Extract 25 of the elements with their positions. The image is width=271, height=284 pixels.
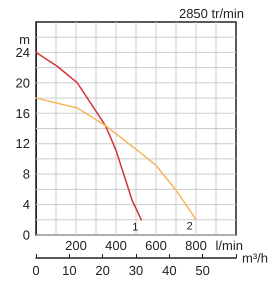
y-axis-title: m <box>19 32 30 47</box>
x-tick-label: 20 <box>95 263 110 278</box>
chart-title: 2850 tr/min <box>178 6 244 21</box>
y-tick-label: 20 <box>16 75 30 90</box>
x-tick-label: 40 <box>162 263 177 278</box>
x-tick-label: 30 <box>128 263 144 278</box>
x2-tick-label: 400 <box>105 238 127 253</box>
series-label: 1 <box>132 221 138 234</box>
x-tick-label: 0 <box>32 263 40 278</box>
line-series <box>35 52 142 221</box>
series-label: 2 <box>186 220 193 233</box>
y-tick-label: 4 <box>22 197 30 212</box>
x2-tick-label: 800 <box>185 238 207 253</box>
y-tick-label: 0 <box>22 228 30 242</box>
line-series <box>35 97 196 220</box>
x2-tick-label: 200 <box>65 238 87 253</box>
x-tick-label: 10 <box>62 263 77 278</box>
x2-tick-label: 600 <box>145 238 167 253</box>
y-tick-label: 12 <box>16 136 30 152</box>
y-tick-label: 24 <box>16 44 30 60</box>
x2-axis-title: l/min <box>216 238 243 253</box>
y-tick-label: 16 <box>16 106 30 121</box>
x-tick-label: 50 <box>195 263 210 278</box>
x-axis-title: m³/h <box>242 250 268 266</box>
y-tick-label: 8 <box>22 166 30 182</box>
